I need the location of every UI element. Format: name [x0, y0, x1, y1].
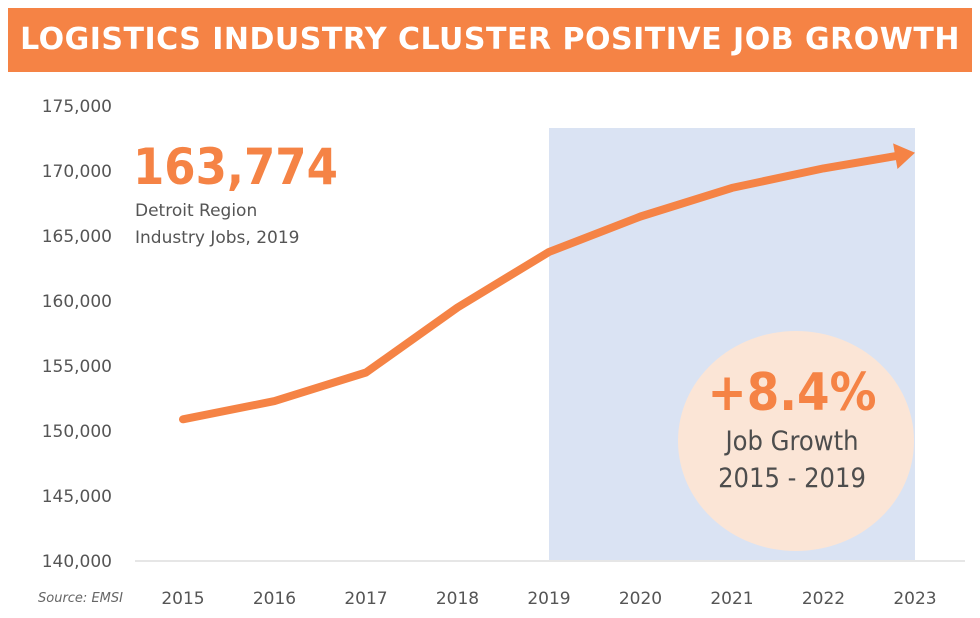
- growth-bubble: [678, 331, 914, 551]
- x-tick-label: 2016: [253, 589, 296, 609]
- y-tick-label: 140,000: [42, 552, 112, 572]
- y-tick-label: 165,000: [42, 227, 112, 247]
- growth-percent: +8.4%: [708, 363, 877, 423]
- x-tick-label: 2023: [893, 589, 936, 609]
- big-number: 163,774: [133, 138, 338, 196]
- x-tick-label: 2021: [710, 589, 753, 609]
- source-note: Source: EMSI: [38, 591, 123, 606]
- growth-label-line2: 2015 - 2019: [718, 463, 866, 494]
- big-number-label-line1: Detroit Region: [135, 201, 257, 221]
- y-tick-label: 170,000: [42, 162, 112, 182]
- arrowhead: [893, 143, 915, 169]
- x-tick-label: 2017: [344, 589, 387, 609]
- y-tick-label: 160,000: [42, 292, 112, 312]
- big-number-label-line2: Industry Jobs, 2019: [135, 228, 299, 248]
- x-tick-label: 2019: [527, 589, 570, 609]
- x-tick-label: 2018: [436, 589, 479, 609]
- x-tick-label: 2022: [802, 589, 845, 609]
- x-tick-label: 2020: [619, 589, 662, 609]
- y-tick-label: 175,000: [42, 97, 112, 117]
- y-tick-label: 145,000: [42, 487, 112, 507]
- chart-title: LOGISTICS INDUSTRY CLUSTER POSITIVE JOB …: [8, 8, 972, 72]
- x-tick-label: 2015: [161, 589, 204, 609]
- y-tick-label: 150,000: [42, 422, 112, 442]
- growth-label-line1: Job Growth: [723, 426, 858, 457]
- y-tick-label: 155,000: [42, 357, 112, 377]
